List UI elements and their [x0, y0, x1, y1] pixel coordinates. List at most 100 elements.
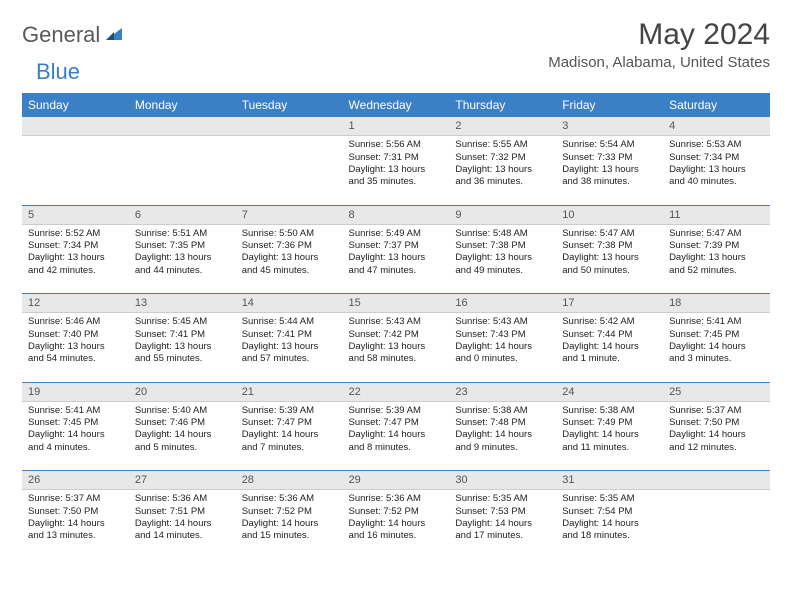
- daylight-text: Daylight: 14 hours and 1 minute.: [562, 341, 657, 366]
- day-number: 12: [22, 294, 129, 313]
- day-number: 31: [556, 471, 663, 490]
- day-number: 25: [663, 383, 770, 402]
- day-details: Sunrise: 5:53 AMSunset: 7:34 PMDaylight:…: [663, 136, 770, 193]
- day-cell: 9Sunrise: 5:48 AMSunset: 7:38 PMDaylight…: [449, 206, 556, 294]
- daylight-text: Daylight: 13 hours and 38 minutes.: [562, 164, 657, 189]
- daylight-text: Daylight: 14 hours and 14 minutes.: [135, 518, 230, 543]
- day-details: Sunrise: 5:41 AMSunset: 7:45 PMDaylight:…: [663, 313, 770, 370]
- daylight-text: Daylight: 14 hours and 11 minutes.: [562, 429, 657, 454]
- day-details: Sunrise: 5:51 AMSunset: 7:35 PMDaylight:…: [129, 225, 236, 282]
- sunset-text: Sunset: 7:37 PM: [349, 240, 444, 252]
- day-cell: 21Sunrise: 5:39 AMSunset: 7:47 PMDayligh…: [236, 383, 343, 471]
- sunrise-text: Sunrise: 5:55 AM: [455, 139, 550, 151]
- day-number: 18: [663, 294, 770, 313]
- day-details: Sunrise: 5:35 AMSunset: 7:54 PMDaylight:…: [556, 490, 663, 547]
- day-number: 17: [556, 294, 663, 313]
- daylight-text: Daylight: 14 hours and 8 minutes.: [349, 429, 444, 454]
- day-number: 24: [556, 383, 663, 402]
- day-number: 30: [449, 471, 556, 490]
- day-number: 4: [663, 117, 770, 136]
- sunrise-text: Sunrise: 5:40 AM: [135, 405, 230, 417]
- sunrise-text: Sunrise: 5:44 AM: [242, 316, 337, 328]
- daylight-text: Daylight: 13 hours and 49 minutes.: [455, 252, 550, 277]
- sunrise-text: Sunrise: 5:36 AM: [242, 493, 337, 505]
- daylight-text: Daylight: 13 hours and 52 minutes.: [669, 252, 764, 277]
- day-cell: 2Sunrise: 5:55 AMSunset: 7:32 PMDaylight…: [449, 117, 556, 205]
- sunrise-text: Sunrise: 5:49 AM: [349, 228, 444, 240]
- sunrise-text: Sunrise: 5:43 AM: [349, 316, 444, 328]
- day-number: 1: [343, 117, 450, 136]
- sunset-text: Sunset: 7:43 PM: [455, 329, 550, 341]
- day-number: [22, 117, 129, 136]
- sunset-text: Sunset: 7:52 PM: [349, 506, 444, 518]
- daylight-text: Daylight: 14 hours and 15 minutes.: [242, 518, 337, 543]
- sunrise-text: Sunrise: 5:35 AM: [562, 493, 657, 505]
- day-number: 16: [449, 294, 556, 313]
- sunrise-text: Sunrise: 5:37 AM: [669, 405, 764, 417]
- sunrise-text: Sunrise: 5:36 AM: [349, 493, 444, 505]
- day-number: 29: [343, 471, 450, 490]
- sunrise-text: Sunrise: 5:37 AM: [28, 493, 123, 505]
- day-details: Sunrise: 5:56 AMSunset: 7:31 PMDaylight:…: [343, 136, 450, 193]
- day-cell: 3Sunrise: 5:54 AMSunset: 7:33 PMDaylight…: [556, 117, 663, 205]
- day-number: [236, 117, 343, 136]
- day-details: Sunrise: 5:35 AMSunset: 7:53 PMDaylight:…: [449, 490, 556, 547]
- day-details: Sunrise: 5:37 AMSunset: 7:50 PMDaylight:…: [663, 402, 770, 459]
- sunrise-text: Sunrise: 5:36 AM: [135, 493, 230, 505]
- daylight-text: Daylight: 13 hours and 44 minutes.: [135, 252, 230, 277]
- sunset-text: Sunset: 7:50 PM: [669, 417, 764, 429]
- day-cell: 8Sunrise: 5:49 AMSunset: 7:37 PMDaylight…: [343, 206, 450, 294]
- day-details: Sunrise: 5:41 AMSunset: 7:45 PMDaylight:…: [22, 402, 129, 459]
- day-details: Sunrise: 5:39 AMSunset: 7:47 PMDaylight:…: [343, 402, 450, 459]
- day-details: [663, 490, 770, 498]
- sunset-text: Sunset: 7:35 PM: [135, 240, 230, 252]
- sunset-text: Sunset: 7:41 PM: [242, 329, 337, 341]
- daylight-text: Daylight: 13 hours and 54 minutes.: [28, 341, 123, 366]
- day-number: 14: [236, 294, 343, 313]
- sunset-text: Sunset: 7:45 PM: [669, 329, 764, 341]
- day-cell: 30Sunrise: 5:35 AMSunset: 7:53 PMDayligh…: [449, 471, 556, 559]
- day-details: Sunrise: 5:38 AMSunset: 7:49 PMDaylight:…: [556, 402, 663, 459]
- day-number: 21: [236, 383, 343, 402]
- day-number: 19: [22, 383, 129, 402]
- sunrise-text: Sunrise: 5:46 AM: [28, 316, 123, 328]
- daylight-text: Daylight: 13 hours and 50 minutes.: [562, 252, 657, 277]
- day-number: 5: [22, 206, 129, 225]
- sunrise-text: Sunrise: 5:45 AM: [135, 316, 230, 328]
- day-number: 13: [129, 294, 236, 313]
- day-cell: 31Sunrise: 5:35 AMSunset: 7:54 PMDayligh…: [556, 471, 663, 559]
- sunset-text: Sunset: 7:33 PM: [562, 152, 657, 164]
- day-cell: 14Sunrise: 5:44 AMSunset: 7:41 PMDayligh…: [236, 294, 343, 382]
- sunset-text: Sunset: 7:38 PM: [455, 240, 550, 252]
- sunrise-text: Sunrise: 5:56 AM: [349, 139, 444, 151]
- day-number: 6: [129, 206, 236, 225]
- day-cell: 20Sunrise: 5:40 AMSunset: 7:46 PMDayligh…: [129, 383, 236, 471]
- logo-text-blue: Blue: [36, 59, 80, 85]
- sunset-text: Sunset: 7:51 PM: [135, 506, 230, 518]
- daylight-text: Daylight: 14 hours and 5 minutes.: [135, 429, 230, 454]
- location: Madison, Alabama, United States: [548, 54, 770, 71]
- sunset-text: Sunset: 7:47 PM: [242, 417, 337, 429]
- day-number: 22: [343, 383, 450, 402]
- day-details: [129, 136, 236, 144]
- sunset-text: Sunset: 7:39 PM: [669, 240, 764, 252]
- day-details: Sunrise: 5:44 AMSunset: 7:41 PMDaylight:…: [236, 313, 343, 370]
- day-cell: [663, 471, 770, 559]
- logo: General: [22, 18, 128, 48]
- sunset-text: Sunset: 7:36 PM: [242, 240, 337, 252]
- day-number: 2: [449, 117, 556, 136]
- week-row: 5Sunrise: 5:52 AMSunset: 7:34 PMDaylight…: [22, 206, 770, 294]
- daylight-text: Daylight: 14 hours and 13 minutes.: [28, 518, 123, 543]
- sunset-text: Sunset: 7:54 PM: [562, 506, 657, 518]
- day-cell: 7Sunrise: 5:50 AMSunset: 7:36 PMDaylight…: [236, 206, 343, 294]
- daylight-text: Daylight: 13 hours and 57 minutes.: [242, 341, 337, 366]
- daylight-text: Daylight: 14 hours and 3 minutes.: [669, 341, 764, 366]
- sunset-text: Sunset: 7:53 PM: [455, 506, 550, 518]
- daylight-text: Daylight: 13 hours and 45 minutes.: [242, 252, 337, 277]
- sunrise-text: Sunrise: 5:42 AM: [562, 316, 657, 328]
- day-cell: 26Sunrise: 5:37 AMSunset: 7:50 PMDayligh…: [22, 471, 129, 559]
- day-details: Sunrise: 5:49 AMSunset: 7:37 PMDaylight:…: [343, 225, 450, 282]
- day-cell: 1Sunrise: 5:56 AMSunset: 7:31 PMDaylight…: [343, 117, 450, 205]
- sunrise-text: Sunrise: 5:54 AM: [562, 139, 657, 151]
- day-number: 10: [556, 206, 663, 225]
